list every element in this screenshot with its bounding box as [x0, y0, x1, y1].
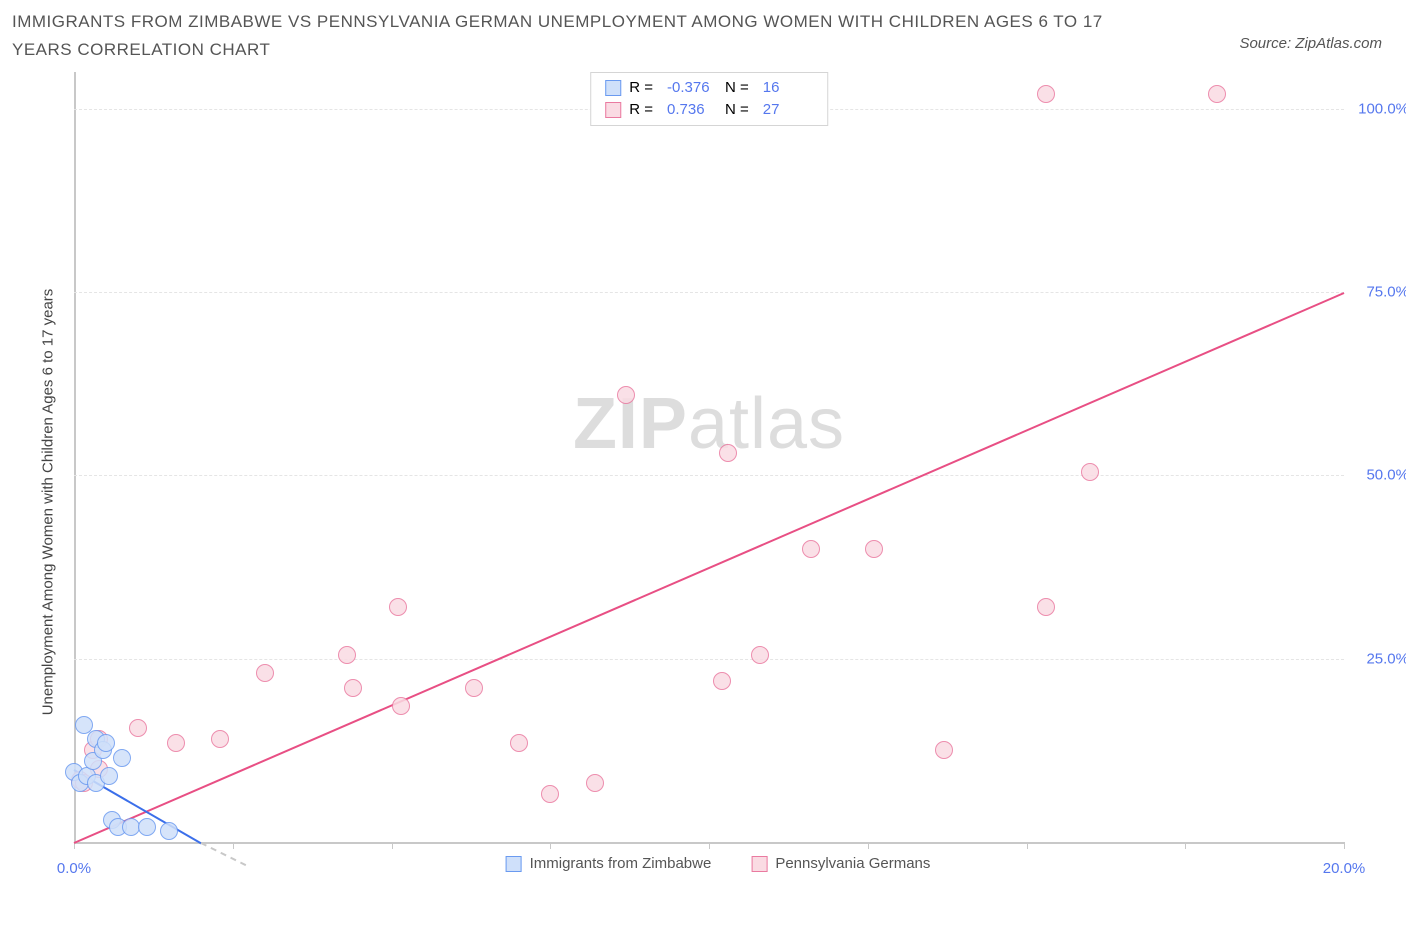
plot-region: ZIPatlas R = -0.376 N = 16 R = 0.736 N =… [74, 72, 1344, 872]
x-tick-label-max: 20.0% [1323, 860, 1366, 877]
x-tick [233, 842, 234, 849]
scatter-point-b [167, 734, 185, 752]
chart-title: IMMIGRANTS FROM ZIMBABWE VS PENNSYLVANIA… [12, 8, 1112, 64]
watermark-atlas: atlas [688, 384, 845, 464]
scatter-point-a [75, 716, 93, 734]
scatter-point-a [113, 749, 131, 767]
scatter-point-b [465, 679, 483, 697]
scatter-point-b [1081, 463, 1099, 481]
scatter-point-b [338, 646, 356, 664]
gridline [74, 659, 1344, 660]
scatter-point-b [1037, 85, 1055, 103]
trend-line-dashed [201, 842, 246, 866]
x-tick [1344, 842, 1345, 849]
gridline [74, 292, 1344, 293]
x-tick [709, 842, 710, 849]
scatter-point-b [586, 774, 604, 792]
scatter-point-b [935, 741, 953, 759]
scatter-point-a [138, 818, 156, 836]
r-value-b: 0.736 [667, 99, 717, 121]
scatter-point-b [541, 785, 559, 803]
scatter-point-a [100, 767, 118, 785]
x-tick [868, 842, 869, 849]
legend-label-b: Pennsylvania Germans [775, 855, 930, 872]
n-label-a: N = [725, 77, 749, 99]
r-label-a: R = [629, 77, 653, 99]
x-tick-label-min: 0.0% [57, 860, 91, 877]
n-label-b: N = [725, 99, 749, 121]
scatter-point-b [211, 730, 229, 748]
scatter-point-b [392, 697, 410, 715]
scatter-point-b [865, 540, 883, 558]
scatter-point-b [751, 646, 769, 664]
scatter-point-b [1037, 598, 1055, 616]
watermark: ZIPatlas [573, 383, 845, 465]
legend-item-b: Pennsylvania Germans [751, 855, 930, 872]
x-tick [1027, 842, 1028, 849]
legend-swatch-b [605, 102, 621, 118]
y-tick-label: 100.0% [1358, 100, 1406, 117]
legend-swatch-a [605, 80, 621, 96]
x-tick [392, 842, 393, 849]
legend-swatch-b-bottom [751, 856, 767, 872]
x-tick [550, 842, 551, 849]
scatter-point-a [97, 734, 115, 752]
scatter-point-b [617, 386, 635, 404]
legend-label-a: Immigrants from Zimbabwe [530, 855, 712, 872]
legend-row-a: R = -0.376 N = 16 [605, 77, 813, 99]
scatter-point-b [1208, 85, 1226, 103]
scatter-point-b [389, 598, 407, 616]
scatter-point-b [713, 672, 731, 690]
scatter-point-b [129, 719, 147, 737]
scatter-point-b [344, 679, 362, 697]
y-tick-label: 50.0% [1366, 467, 1406, 484]
legend-item-a: Immigrants from Zimbabwe [506, 855, 712, 872]
series-legend: Immigrants from Zimbabwe Pennsylvania Ge… [506, 855, 931, 872]
y-tick-label: 25.0% [1366, 650, 1406, 667]
y-axis-label: Unemployment Among Women with Children A… [40, 289, 57, 716]
chart-area: Unemployment Among Women with Children A… [48, 72, 1388, 892]
scatter-point-b [510, 734, 528, 752]
y-tick-label: 75.0% [1366, 284, 1406, 301]
scatter-point-b [719, 444, 737, 462]
scatter-point-b [802, 540, 820, 558]
scatter-point-a [160, 822, 178, 840]
n-value-a: 16 [763, 77, 813, 99]
scatter-point-b [256, 664, 274, 682]
correlation-legend: R = -0.376 N = 16 R = 0.736 N = 27 [590, 72, 828, 126]
r-value-a: -0.376 [667, 77, 717, 99]
x-tick [1185, 842, 1186, 849]
trend-line [74, 292, 1345, 844]
gridline [74, 475, 1344, 476]
r-label-b: R = [629, 99, 653, 121]
source-attribution: Source: ZipAtlas.com [1239, 35, 1382, 52]
n-value-b: 27 [763, 99, 813, 121]
legend-row-b: R = 0.736 N = 27 [605, 99, 813, 121]
legend-swatch-a-bottom [506, 856, 522, 872]
